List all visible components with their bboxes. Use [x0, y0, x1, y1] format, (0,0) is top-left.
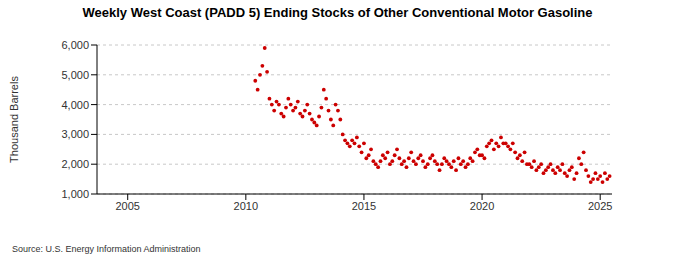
svg-text:2025: 2025 — [588, 200, 612, 212]
svg-text:2,000: 2,000 — [61, 158, 89, 170]
svg-text:5,000: 5,000 — [61, 69, 89, 81]
html-text:Weekly West Coast (PADD 5) End: Weekly West Coast (PADD 5) Ending Stocks… — [82, 5, 593, 20]
svg-text:6,000: 6,000 — [61, 39, 89, 51]
svg-text:1,000: 1,000 — [61, 188, 89, 200]
svg-text:2015: 2015 — [352, 200, 376, 212]
svg-text:3,000: 3,000 — [61, 128, 89, 140]
svg-text:4,000: 4,000 — [61, 99, 89, 111]
svg-text:2010: 2010 — [234, 200, 258, 212]
svg-text:2020: 2020 — [470, 200, 494, 212]
svg-text:Thousand Barrels: Thousand Barrels — [8, 76, 20, 163]
html-text:Source: U.S. Energy Informatio: Source: U.S. Energy Information Administ… — [12, 244, 201, 254]
svg-text:2005: 2005 — [115, 200, 139, 212]
